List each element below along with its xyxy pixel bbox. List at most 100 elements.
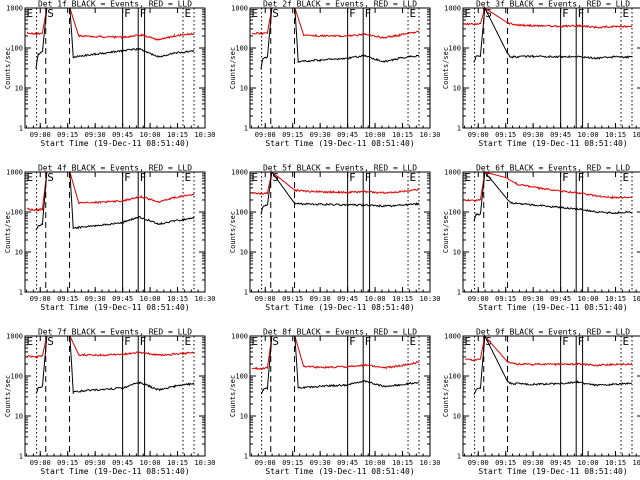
- marker-flag-S: S: [47, 171, 54, 184]
- detector-panel-3: Det 3f BLACK = Events, RED = LLD 1 10 100 10…: [442, 0, 640, 148]
- marker-flag-F: F: [349, 7, 356, 20]
- x-axis-label: Start Time (19-Dec-11 08:51:40): [40, 139, 189, 148]
- panel-title: Det 2f BLACK = Events, RED = LLD: [263, 0, 417, 9]
- y-tick-label: 1: [244, 125, 248, 133]
- marker-flag-F: F: [140, 7, 147, 20]
- x-tick-label: 09:45: [550, 459, 571, 467]
- y-axis-label: Counts/sec: [229, 47, 237, 89]
- marker-flag-E: E: [27, 7, 34, 20]
- marker-flag-S: S: [485, 7, 492, 20]
- plot-frame: [249, 171, 431, 293]
- marker-flag-E: E: [410, 7, 417, 20]
- marker-flag-F: F: [140, 171, 147, 184]
- y-axis-label: Counts/sec: [4, 47, 12, 89]
- marker-flag-F: F: [578, 171, 585, 184]
- x-tick-label: 10:00: [578, 295, 599, 303]
- detector-panel-2: Det 2f BLACK = Events, RED = LLD 1 10 100 10…: [229, 0, 441, 148]
- y-tick-label: 1: [457, 289, 461, 297]
- panel-title: Det 6f BLACK = Events, RED = LLD: [476, 164, 630, 173]
- x-tick-label: 10:30: [632, 131, 640, 139]
- y-tick-label: 100: [10, 373, 23, 381]
- marker-flag-E: E: [410, 171, 417, 184]
- x-tick-label: 09:15: [57, 295, 78, 303]
- panel-title: Det 3f BLACK = Events, RED = LLD: [476, 0, 630, 9]
- detector-panel-9: Det 9f BLACK = Events, RED = LLD 1 10 100 10…: [442, 328, 640, 476]
- x-tick-label: 09:45: [550, 131, 571, 139]
- x-tick-label: 10:30: [632, 295, 640, 303]
- x-tick-label: 09:45: [112, 131, 133, 139]
- marker-flag-F: F: [349, 335, 356, 348]
- x-tick-label: 10:30: [194, 459, 215, 467]
- marker-flag-F: F: [365, 335, 372, 348]
- x-tick-label: 10:30: [419, 131, 440, 139]
- y-tick-label: 1000: [6, 333, 23, 341]
- x-tick-label: 09:00: [468, 295, 489, 303]
- series-events-line: [260, 335, 420, 395]
- plot-frame: [462, 335, 640, 457]
- detector-panel-1: Det 1f BLACK = Events, RED = LLD 1 10 100 10…: [4, 0, 216, 148]
- marker-flag-F: F: [562, 335, 569, 348]
- y-tick-label: 1000: [6, 169, 23, 177]
- marker-flag-E: E: [185, 7, 192, 20]
- x-tick-label: 10:30: [419, 295, 440, 303]
- x-tick-label: 10:30: [194, 131, 215, 139]
- x-axis-label: Start Time (19-Dec-11 08:51:40): [478, 139, 627, 148]
- x-tick-label: 09:30: [310, 131, 331, 139]
- marker-flag-E: E: [465, 7, 472, 20]
- y-tick-label: 10: [453, 413, 461, 421]
- marker-flag-E: E: [465, 171, 472, 184]
- y-axis-label: Counts/sec: [229, 375, 237, 417]
- y-tick-label: 1: [457, 125, 461, 133]
- y-tick-label: 10: [453, 85, 461, 93]
- y-tick-label: 1000: [231, 333, 248, 341]
- plot-frame: [249, 7, 431, 129]
- detector-panel-6: Det 6f BLACK = Events, RED = LLD 1 10 100 10…: [442, 164, 640, 312]
- marker-flag-E: E: [465, 335, 472, 348]
- marker-flag-E: E: [185, 335, 192, 348]
- marker-flag-E: E: [623, 7, 630, 20]
- panel-title: Det 7f BLACK = Events, RED = LLD: [38, 328, 192, 337]
- y-tick-label: 100: [448, 373, 461, 381]
- x-tick-label: 10:15: [167, 459, 188, 467]
- marker-flag-S: S: [485, 171, 492, 184]
- x-axis-label: Start Time (19-Dec-11 08:51:40): [265, 139, 414, 148]
- marker-flag-S: S: [47, 335, 54, 348]
- x-tick-label: 09:15: [282, 131, 303, 139]
- y-tick-label: 100: [235, 45, 248, 53]
- y-tick-label: 100: [235, 373, 248, 381]
- x-tick-label: 09:00: [255, 459, 276, 467]
- y-tick-label: 10: [240, 85, 248, 93]
- y-tick-label: 100: [235, 209, 248, 217]
- x-tick-label: 10:00: [578, 459, 599, 467]
- x-tick-label: 09:00: [255, 131, 276, 139]
- marker-flag-E: E: [27, 171, 34, 184]
- y-axis-label: Counts/sec: [442, 375, 450, 417]
- y-tick-label: 10: [15, 249, 23, 257]
- y-tick-label: 1000: [231, 5, 248, 13]
- x-tick-label: 09:15: [57, 459, 78, 467]
- plot-frame: [24, 7, 206, 129]
- y-axis-label: Counts/sec: [229, 211, 237, 253]
- x-tick-label: 09:45: [550, 295, 571, 303]
- marker-flag-E: E: [185, 171, 192, 184]
- y-tick-label: 1: [19, 125, 23, 133]
- series-events-line: [473, 334, 633, 395]
- x-tick-label: 10:15: [605, 131, 626, 139]
- plot-frame: [249, 335, 431, 457]
- x-tick-label: 09:45: [112, 295, 133, 303]
- x-tick-label: 09:15: [57, 131, 78, 139]
- x-axis-label: Start Time (19-Dec-11 08:51:40): [265, 467, 414, 476]
- plot-frame: [24, 171, 206, 293]
- x-tick-label: 09:00: [468, 459, 489, 467]
- detector-panel-5: Det 5f BLACK = Events, RED = LLD 1 10 100 10…: [229, 164, 441, 313]
- y-tick-label: 10: [15, 85, 23, 93]
- y-tick-label: 1000: [444, 5, 461, 13]
- x-axis-label: Start Time (19-Dec-11 08:51:40): [40, 303, 189, 312]
- x-tick-label: 09:30: [310, 459, 331, 467]
- x-tick-label: 09:00: [468, 131, 489, 139]
- series-events-line: [35, 7, 195, 69]
- x-tick-label: 10:30: [419, 459, 440, 467]
- x-tick-label: 10:15: [392, 459, 413, 467]
- series-lld-line: [251, 171, 420, 195]
- x-tick-label: 09:15: [495, 459, 516, 467]
